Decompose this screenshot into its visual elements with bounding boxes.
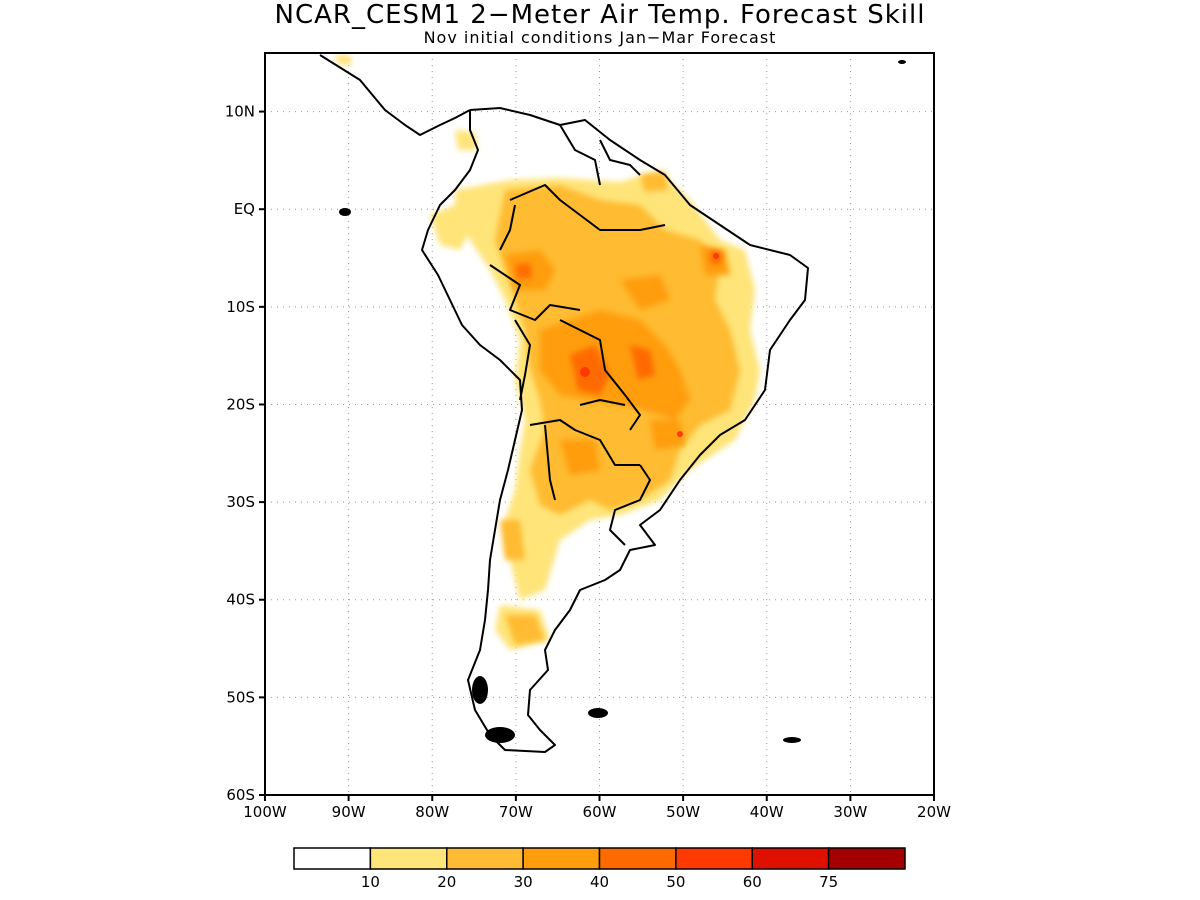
colorbar-label: 10 — [361, 873, 380, 891]
lon-tick-label: 70W — [499, 803, 533, 821]
colorbar-swatch — [446, 847, 524, 870]
lon-tick-label: 20W — [917, 803, 951, 821]
colorbar-swatch — [675, 847, 753, 870]
lat-tick-label: 30S — [226, 493, 255, 511]
colorbar-swatch — [751, 847, 830, 870]
colorbar-swatch — [827, 847, 906, 870]
colorbar-label: 40 — [590, 873, 609, 891]
map-title: NCAR_CESM1 2−Meter Air Temp. Forecast Sk… — [274, 0, 926, 30]
grid-lines — [265, 53, 934, 795]
lon-tick-label: 100W — [243, 803, 287, 821]
lon-tick-label: 80W — [415, 803, 449, 821]
lon-tick-label: 40W — [750, 803, 784, 821]
colorbar-swatch — [522, 847, 601, 870]
colorbar: 10 20 30 40 50 60 75 — [293, 847, 906, 891]
colorbar-label: 50 — [666, 873, 685, 891]
map-subtitle: Nov initial conditions Jan−Mar Forecast — [423, 28, 777, 47]
lon-tick-label: 60W — [583, 803, 617, 821]
lat-tick-label: EQ — [234, 200, 255, 218]
lat-tick-label: 40S — [226, 591, 255, 609]
colorbar-label: 60 — [743, 873, 762, 891]
longitude-axis: 100W 90W 80W 70W 60W 50W 40W 30W 20W — [243, 795, 951, 821]
islands — [339, 60, 906, 743]
lat-tick-label: 60S — [226, 786, 255, 804]
lat-tick-label: 10N — [225, 103, 255, 121]
lat-tick-label: 20S — [226, 395, 255, 413]
colorbar-swatch — [369, 847, 448, 870]
coastline — [319, 54, 809, 753]
lon-tick-label: 90W — [332, 803, 366, 821]
skill-shading — [335, 55, 760, 650]
lat-tick-label: 10S — [226, 298, 255, 316]
lon-tick-label: 30W — [833, 803, 867, 821]
lon-tick-label: 50W — [666, 803, 700, 821]
latitude-axis: 10N EQ 10S 20S 30S 40S 50S 60S — [225, 103, 265, 804]
colorbar-label: 75 — [819, 873, 838, 891]
colorbar-label: 20 — [437, 873, 456, 891]
colorbar-swatch — [598, 847, 677, 870]
colorbar-label: 30 — [514, 873, 533, 891]
colorbar-swatch — [293, 847, 372, 870]
lat-tick-label: 50S — [226, 688, 255, 706]
